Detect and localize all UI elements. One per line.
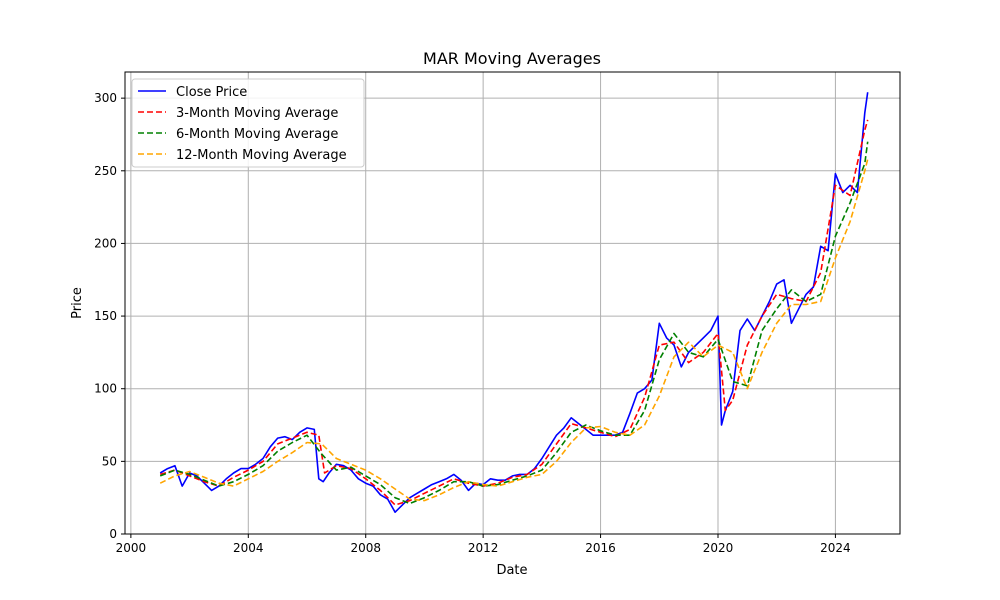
- y-tick-label: 200: [94, 236, 117, 250]
- legend-label: Close Price: [176, 85, 247, 100]
- x-axis-label: Date: [496, 563, 527, 578]
- y-tick-label: 0: [109, 527, 117, 541]
- y-axis-label: Price: [70, 287, 85, 319]
- x-tick-label: 2004: [233, 541, 264, 555]
- y-axis-ticks: 0 50 100 150 200 250 300: [94, 91, 125, 541]
- series-lines: [159, 92, 869, 514]
- y-tick-label: 50: [102, 454, 117, 468]
- legend-box: [131, 78, 365, 168]
- grid: [125, 72, 900, 535]
- x-tick-label: 2020: [703, 541, 734, 555]
- x-tick-label: 2008: [350, 541, 381, 555]
- legend-label: 12-Month Moving Average: [176, 148, 347, 163]
- x-tick-label: 2012: [468, 541, 499, 555]
- y-tick-label: 300: [94, 91, 117, 105]
- close-price-line: [159, 92, 869, 514]
- x-tick-label: 2024: [820, 541, 851, 555]
- x-axis-ticks: 2000 2004 2008 2012 2016 2020 2024: [116, 534, 851, 555]
- y-tick-label: 150: [94, 309, 117, 323]
- plot-frame: [124, 71, 901, 535]
- legend-label: 3-Month Moving Average: [176, 106, 338, 121]
- ma12-line: [159, 159, 869, 502]
- ma6-line: [159, 141, 869, 505]
- y-tick-label: 250: [94, 164, 117, 178]
- y-tick-label: 100: [94, 382, 117, 396]
- chart-title: MAR Moving Averages: [423, 49, 601, 68]
- x-tick-label: 2016: [585, 541, 616, 555]
- legend: Close Price 3-Month Moving Average 6-Month…: [131, 78, 365, 168]
- x-tick-label: 2000: [116, 541, 147, 555]
- legend-label: 6-Month Moving Average: [176, 127, 338, 142]
- ma3-line: [159, 119, 869, 506]
